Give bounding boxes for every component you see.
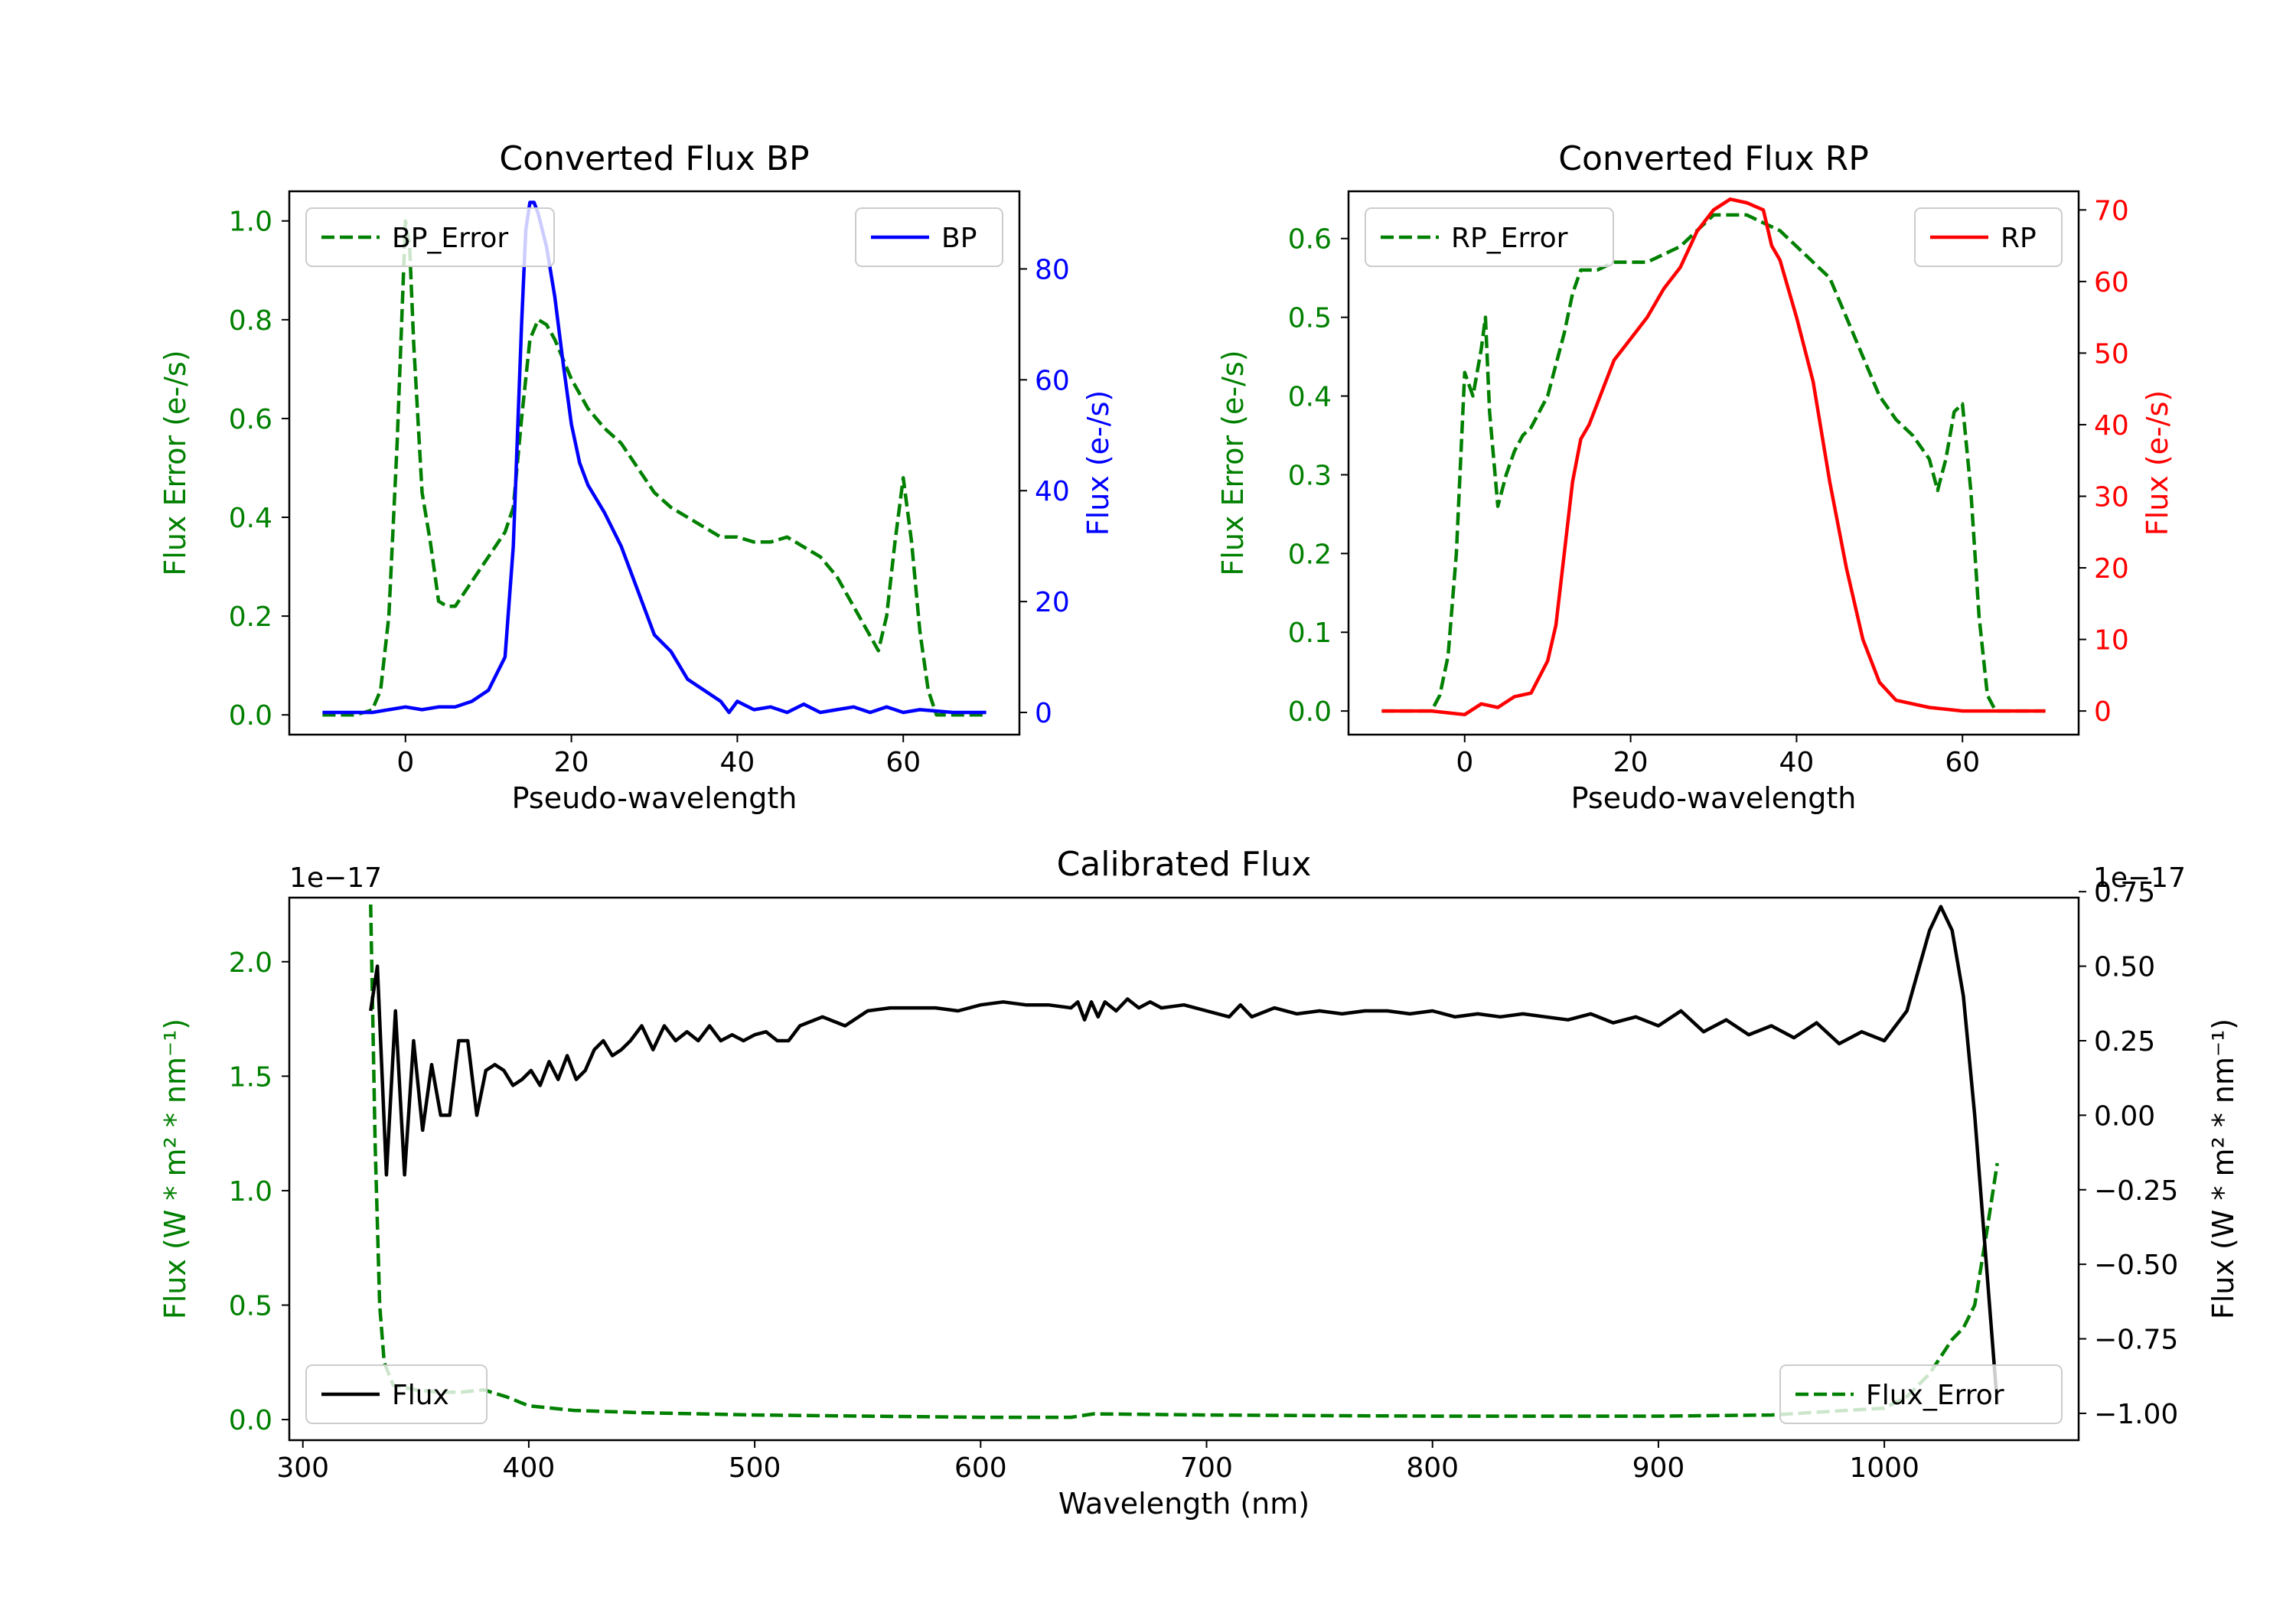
y-right-axis-label: Flux (e-/s) xyxy=(1081,390,1115,536)
y-left-tick-label: 0.5 xyxy=(1288,303,1332,334)
legend-label: Flux_Error xyxy=(1866,1380,2004,1411)
y-left-tick-label: 0.1 xyxy=(1288,618,1332,649)
y-right-tick-label: 50 xyxy=(2094,338,2129,370)
legend-rp: RP xyxy=(1914,207,2063,267)
x-axis-label: Pseudo-wavelength xyxy=(1571,781,1857,815)
y-right-axis-label: Flux (e-/s) xyxy=(2141,390,2174,536)
legend-label: Flux xyxy=(392,1380,449,1411)
x-axis-label: Pseudo-wavelength xyxy=(512,781,797,815)
series-group xyxy=(322,200,987,717)
y-left-tick-label: 0.8 xyxy=(229,305,272,337)
x-tick-label: 1000 xyxy=(1849,1452,1919,1484)
y-left-tick-label: 0.3 xyxy=(1288,460,1332,491)
x-tick-label: 40 xyxy=(720,747,755,778)
series-rp-line xyxy=(1381,197,2046,717)
x-tick-label: 40 xyxy=(1779,747,1815,778)
y-left-axis-label: Flux (W * m² * nm⁻¹) xyxy=(158,1019,192,1319)
axes-frame xyxy=(288,190,1021,736)
x-tick-label: 20 xyxy=(1613,747,1649,778)
rp-panel: 0 20 40 60 0.0 0.1 0.2 0.3 0.4 0.5 0.6 0 10 20 30 40 50 6… xyxy=(1216,139,2174,815)
axes-frame xyxy=(1347,190,2080,736)
x-tick-label: 800 xyxy=(1406,1452,1459,1484)
y-left-tick-label: 0.6 xyxy=(1288,224,1332,256)
calibrated-panel: 300 400 500 600 700 800 900 1000 0.0 0.5 1.0 1.5 2.0… xyxy=(158,845,2240,1521)
legend-box xyxy=(305,207,555,267)
legend-box xyxy=(1779,1364,2063,1424)
x-tick-label: 0 xyxy=(1456,747,1473,778)
y-right-axis-label: Flux (W * m² * nm⁻¹) xyxy=(2206,1019,2240,1319)
x-axis-label: Wavelength (nm) xyxy=(1058,1487,1309,1521)
y-right-tick-label: 0.00 xyxy=(2094,1100,2155,1132)
series-bp-error-line xyxy=(322,219,987,717)
x-tick-label: 700 xyxy=(1180,1452,1233,1484)
x-tick-label: 60 xyxy=(1945,747,1980,778)
y-right-tick-label: 0.25 xyxy=(2094,1026,2155,1058)
x-tick-label: 400 xyxy=(503,1452,556,1484)
y-right-tick-label: −0.75 xyxy=(2094,1325,2178,1356)
legend-bp: BP xyxy=(855,207,1003,267)
y-right-tick-label: −1.00 xyxy=(2094,1399,2178,1430)
y-left-tick-label: 0.0 xyxy=(229,700,272,732)
x-tick-label: 600 xyxy=(954,1452,1007,1484)
y-right-tick-label: 10 xyxy=(2094,625,2129,657)
y-left-tick-label: 0.5 xyxy=(229,1290,272,1322)
y-left-tick-label: 2.0 xyxy=(229,947,272,979)
y-left-tick-label: 1.5 xyxy=(229,1061,272,1093)
y-right-tick-label: 20 xyxy=(1035,587,1070,618)
series-flux-line xyxy=(369,905,1999,1405)
y-left-tick-label: 0.0 xyxy=(1288,696,1332,728)
y-left-tick-label: 0.0 xyxy=(229,1405,272,1436)
y-right-tick-label: 30 xyxy=(2094,481,2129,513)
chart-title: Converted Flux RP xyxy=(1558,139,1869,178)
series-group xyxy=(1381,197,2046,717)
x-tick-label: 20 xyxy=(554,747,589,778)
legend-label: RP xyxy=(2001,223,2037,254)
y-right-tick-label: 40 xyxy=(2094,410,2129,442)
chart-title: Calibrated Flux xyxy=(1057,845,1312,884)
y-right-tick-label: 0.50 xyxy=(2094,952,2155,983)
y-left-offset-label: 1e−17 xyxy=(289,862,382,894)
y-right-tick-label: 60 xyxy=(1035,365,1070,396)
y-left-tick-label: 0.2 xyxy=(1288,539,1332,570)
y-right-tick-label: 0 xyxy=(1035,698,1052,729)
y-right-tick-label: 20 xyxy=(2094,553,2129,585)
legend-flux-error: Flux_Error xyxy=(1779,1364,2063,1424)
y-right-tick-label: 70 xyxy=(2094,195,2129,227)
y-right-tick-label: 80 xyxy=(1035,254,1070,285)
y-left-tick-label: 1.0 xyxy=(229,207,272,238)
y-left-tick-label: 0.4 xyxy=(1288,382,1332,413)
legend-label: RP_Error xyxy=(1451,223,1568,254)
y-left-axis-label: Flux Error (e-/s) xyxy=(158,350,192,575)
y-left-tick-label: 0.4 xyxy=(229,503,272,534)
y-left-tick-label: 1.0 xyxy=(229,1176,272,1208)
y-right-offset-label: 1e−17 xyxy=(2093,862,2186,894)
legend-box xyxy=(305,1364,488,1424)
x-tick-label: 0 xyxy=(396,747,414,778)
y-right-tick-label: 0.75 xyxy=(2094,877,2155,908)
legend-flux: Flux xyxy=(305,1364,488,1424)
y-right-tick-label: 60 xyxy=(2094,267,2129,298)
chart-title: Converted Flux BP xyxy=(499,139,809,178)
series-rp-error-line xyxy=(1381,213,2046,713)
x-tick-label: 900 xyxy=(1632,1452,1685,1484)
y-right-tick-label: 0 xyxy=(2094,696,2112,728)
y-right-tick-label: 40 xyxy=(1035,476,1070,507)
y-right-tick-label: −0.25 xyxy=(2094,1175,2178,1207)
axes-frame xyxy=(288,896,2080,1442)
legend-bp-error: BP_Error xyxy=(305,207,555,267)
legend-label: BP xyxy=(941,223,977,254)
series-bp-line xyxy=(322,200,987,715)
y-left-axis-label: Flux Error (e-/s) xyxy=(1216,350,1250,575)
legend-rp-error: RP_Error xyxy=(1365,207,1614,267)
x-tick-label: 500 xyxy=(729,1452,781,1484)
legend-label: BP_Error xyxy=(392,223,508,254)
x-tick-label: 60 xyxy=(885,747,921,778)
y-right-tick-label: −0.50 xyxy=(2094,1250,2178,1281)
legend-box xyxy=(1365,207,1614,267)
y-left-tick-label: 0.6 xyxy=(229,404,272,435)
bp-panel: 0 20 40 60 0.0 0.2 0.4 0.6 0.8 1.0 0 20 40 60 80 Conver… xyxy=(158,139,1115,815)
y-left-tick-label: 0.2 xyxy=(229,601,272,633)
x-tick-label: 300 xyxy=(276,1452,329,1484)
